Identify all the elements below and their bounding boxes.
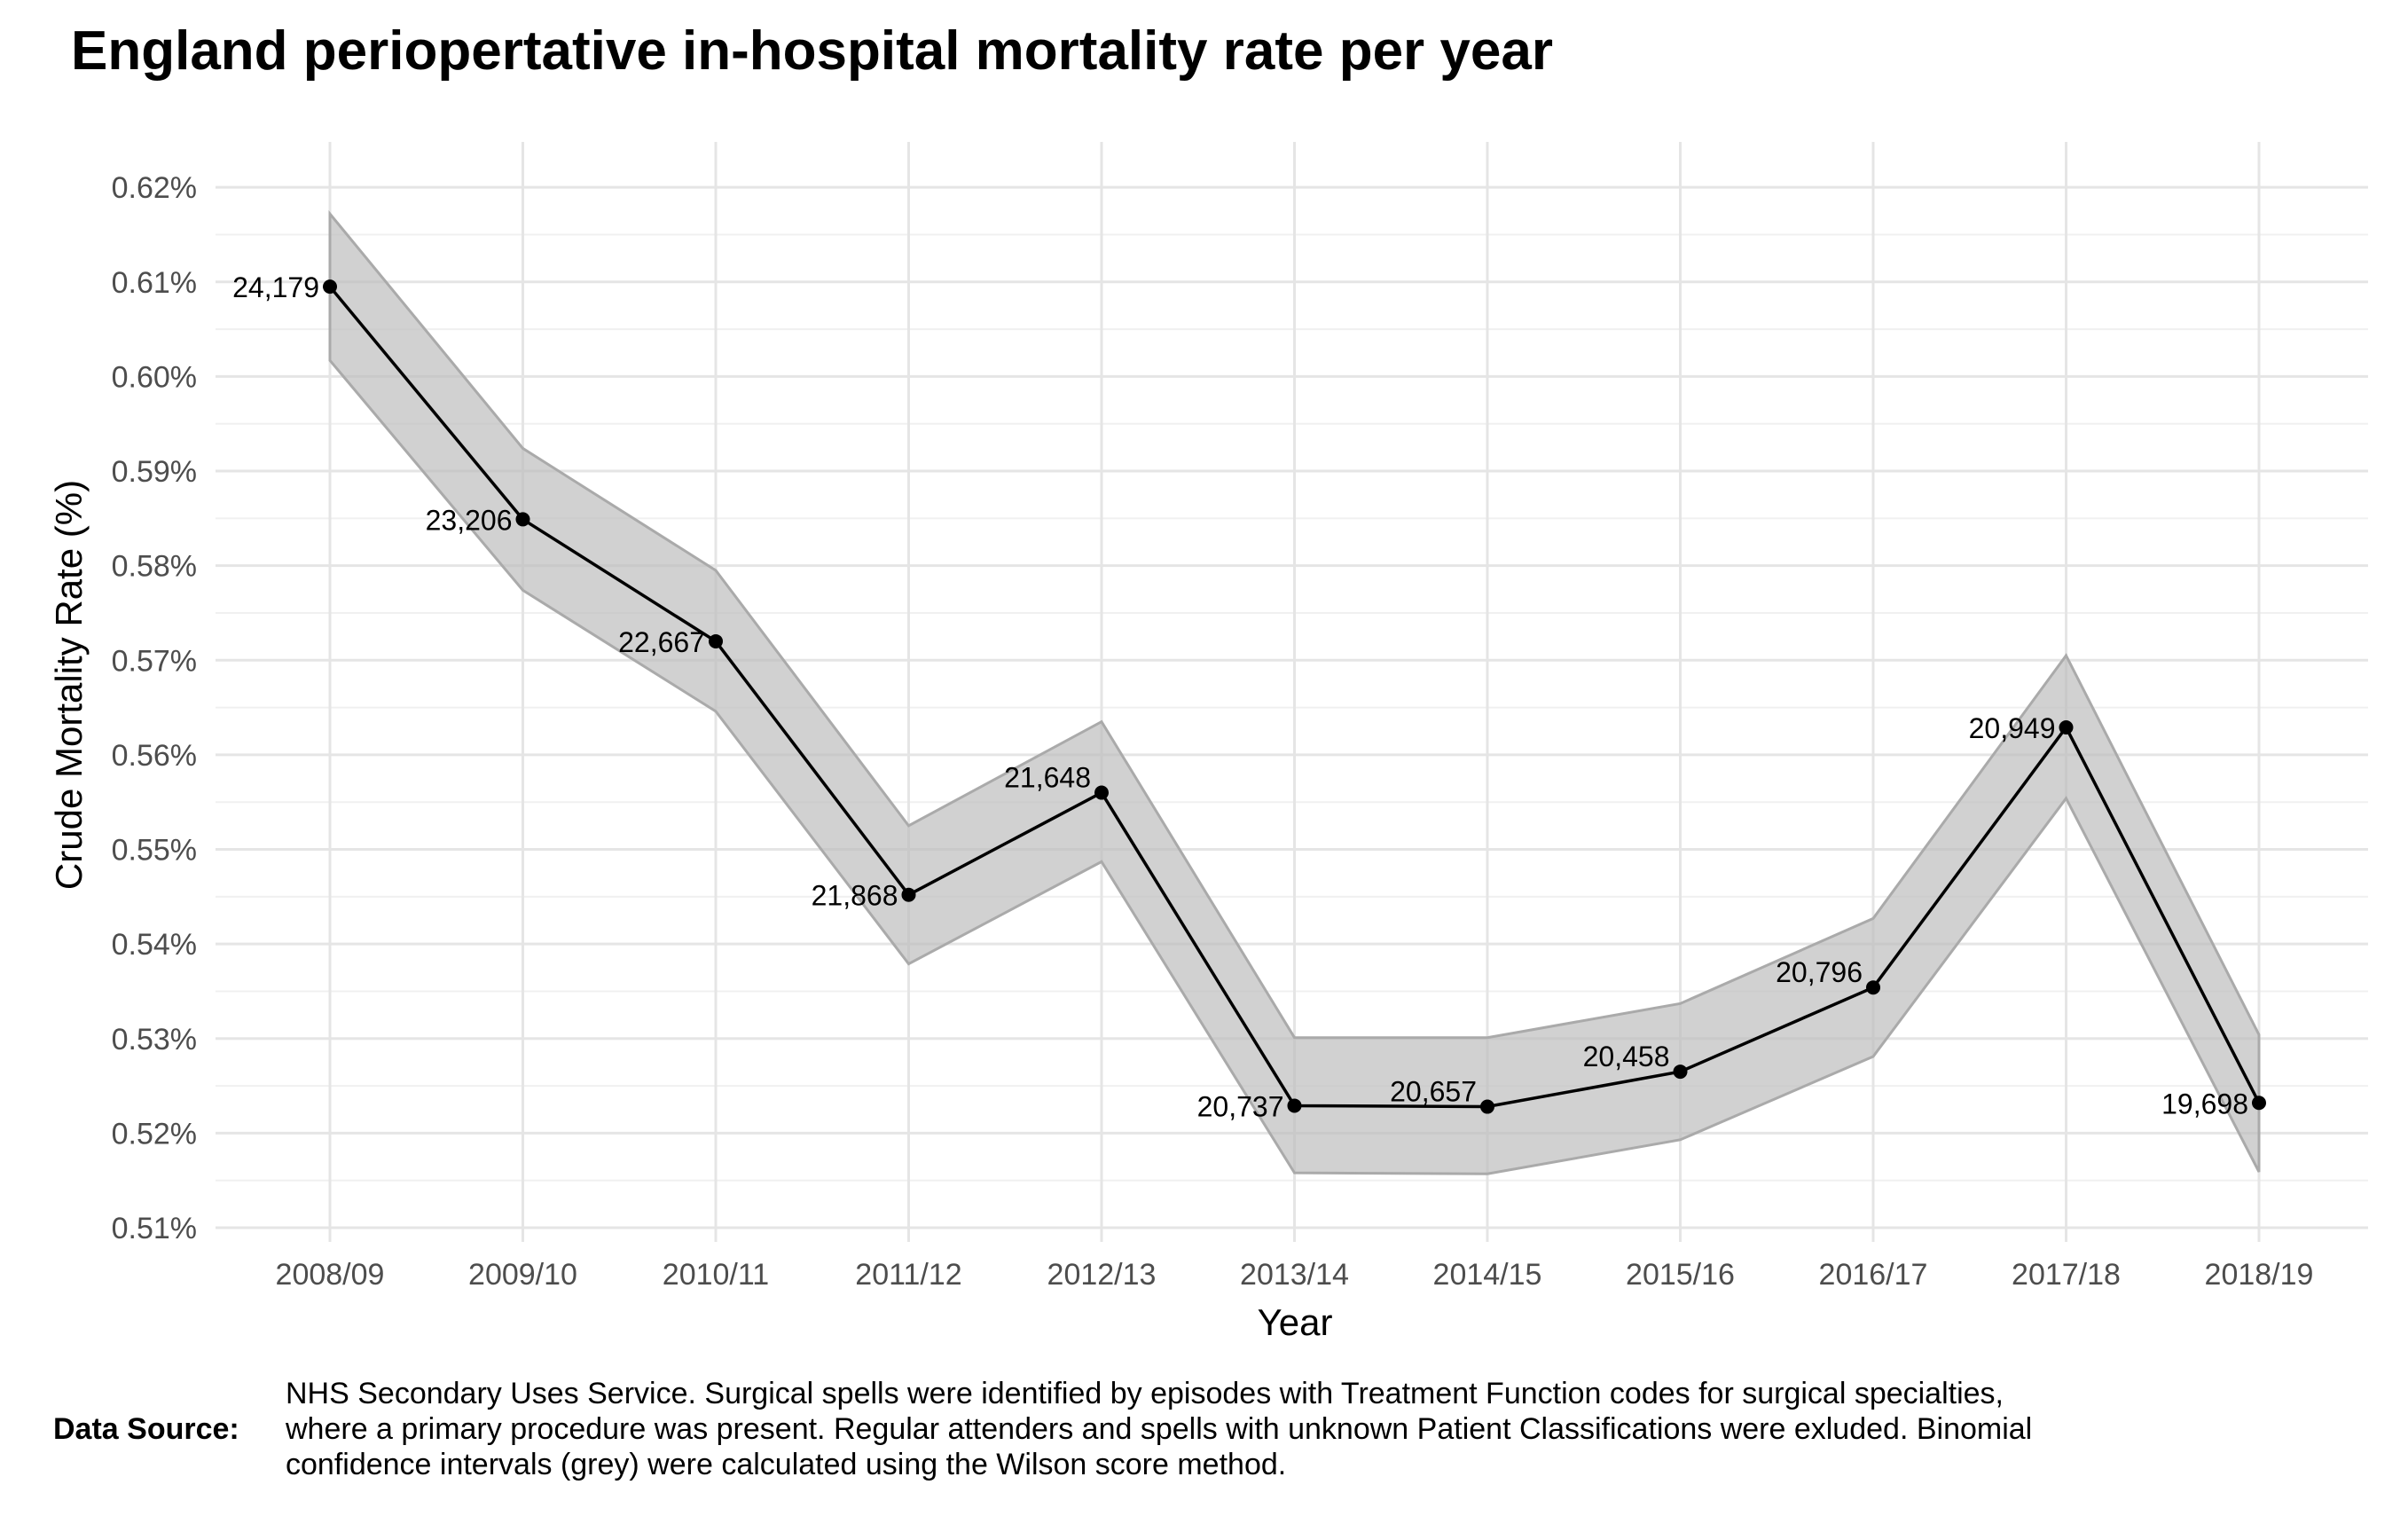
x-tick-label: 2011/12 <box>855 1258 961 1292</box>
y-tick-label: 0.53% <box>112 1023 197 1057</box>
data-label: 20,657 <box>1390 1076 1477 1108</box>
y-tick-label: 0.51% <box>112 1212 197 1245</box>
y-tick-label: 0.55% <box>112 834 197 868</box>
chart-title: England periopertative in-hospital morta… <box>71 20 1553 82</box>
data-label: 20,796 <box>1776 956 1863 988</box>
footnote-line-2: where a primary procedure was present. R… <box>285 1412 2032 1446</box>
data-point <box>1480 1099 1494 1114</box>
data-label: 21,868 <box>812 880 898 912</box>
data-label: 20,949 <box>1969 712 2056 744</box>
x-axis-title: Year <box>1258 1301 1333 1343</box>
x-tick-label: 2014/15 <box>1433 1258 1542 1292</box>
data-label: 21,648 <box>1004 762 1091 794</box>
x-tick-label: 2010/11 <box>663 1258 769 1292</box>
data-label: 19,698 <box>2161 1088 2248 1119</box>
y-tick-label: 0.54% <box>112 928 197 962</box>
y-axis-ticks: 0.51% 0.52% 0.53% 0.54% 0.55% 0.56% 0.57% 0.58%… <box>112 171 197 1245</box>
footnote-line-3: confidence intervals (grey) were calcula… <box>286 1448 1286 1481</box>
x-tick-label: 2009/10 <box>468 1258 577 1292</box>
x-tick-label: 2012/13 <box>1047 1258 1157 1292</box>
data-point <box>1673 1064 1688 1080</box>
data-point <box>2059 719 2074 735</box>
y-tick-label: 0.61% <box>112 266 197 300</box>
x-tick-label: 2018/19 <box>2205 1258 2314 1292</box>
data-points-layer: 24,179 23,206 22,667 21,868 21,648 20,737 20,6… <box>232 271 2266 1122</box>
y-axis-title: Crude Mortality Rate (%) <box>48 480 90 890</box>
confidence-band-layer <box>328 209 2261 1175</box>
data-point <box>515 512 530 527</box>
data-point <box>323 279 337 295</box>
data-point <box>1094 785 1109 800</box>
data-point <box>1287 1098 1302 1113</box>
confidence-band <box>328 209 2261 1175</box>
data-point <box>709 633 723 648</box>
x-axis-ticks: 2008/09 2009/10 2010/11 2011/12 2012/13 2013/… <box>276 1258 2314 1292</box>
y-tick-label: 0.57% <box>112 644 197 678</box>
y-tick-label: 0.56% <box>112 739 197 773</box>
x-tick-label: 2008/09 <box>276 1258 385 1292</box>
data-label: 20,458 <box>1583 1041 1670 1072</box>
data-label: 23,206 <box>426 504 513 536</box>
data-label: 20,737 <box>1197 1090 1284 1122</box>
footnote-label: Data Source: <box>53 1412 239 1446</box>
data-label: 24,179 <box>232 271 319 303</box>
data-point <box>901 887 916 902</box>
x-tick-label: 2017/18 <box>2012 1258 2121 1292</box>
y-tick-label: 0.59% <box>112 455 197 489</box>
footnote-line-1: NHS Secondary Uses Service. Surgical spe… <box>286 1377 2004 1410</box>
y-tick-label: 0.60% <box>112 360 197 394</box>
x-tick-label: 2016/17 <box>1819 1258 1928 1292</box>
y-tick-label: 0.62% <box>112 171 197 205</box>
data-point <box>1866 980 1880 995</box>
x-tick-label: 2015/16 <box>1626 1258 1735 1292</box>
data-point <box>2252 1096 2266 1111</box>
y-tick-label: 0.52% <box>112 1117 197 1151</box>
data-label: 22,667 <box>618 626 705 658</box>
y-tick-label: 0.58% <box>112 550 197 584</box>
x-tick-label: 2013/14 <box>1240 1258 1349 1292</box>
